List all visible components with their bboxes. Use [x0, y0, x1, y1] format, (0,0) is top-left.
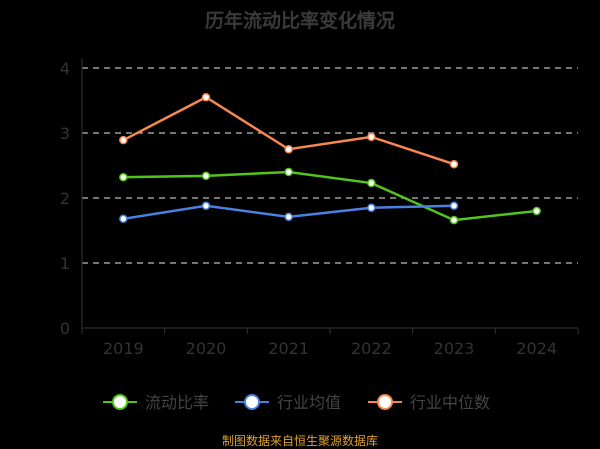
- data-point: [119, 135, 128, 145]
- legend-item: 行业中位数: [368, 393, 490, 412]
- x-tick-label: 2023: [434, 339, 475, 358]
- y-tick-label: 4: [60, 59, 70, 78]
- y-tick-label: 3: [60, 124, 70, 143]
- series-1: [119, 201, 459, 224]
- x-tick-label: 2020: [186, 339, 227, 358]
- series-2: [119, 93, 459, 169]
- y-tick-label: 2: [60, 189, 70, 208]
- data-point: [284, 145, 293, 154]
- legend-marker: [244, 394, 260, 410]
- x-tick-label: 2019: [103, 339, 144, 358]
- data-point: [449, 215, 459, 225]
- data-point: [367, 178, 376, 188]
- data-point: [119, 172, 128, 182]
- legend-label: 流动比率: [145, 393, 209, 412]
- series-0: [119, 167, 541, 225]
- data-point: [201, 201, 211, 211]
- x-tick-label: 2022: [351, 339, 392, 358]
- data-point: [367, 203, 376, 212]
- data-point: [201, 171, 211, 181]
- data-point: [367, 132, 376, 142]
- data-point: [201, 93, 211, 102]
- data-point: [449, 201, 459, 211]
- x-tick-label: 2021: [268, 339, 309, 358]
- data-point: [284, 167, 293, 177]
- data-point: [119, 214, 128, 224]
- data-point: [284, 212, 293, 222]
- series-line: [122, 95, 455, 166]
- y-tick-label: 0: [60, 319, 70, 338]
- data-point: [449, 159, 459, 169]
- legend-label: 行业中位数: [410, 393, 490, 412]
- legend-item: 行业均值: [235, 393, 341, 412]
- data-point: [532, 206, 541, 216]
- source-footer: 制图数据来自恒生聚源数据库: [221, 434, 378, 448]
- legend-marker: [377, 394, 393, 410]
- x-tick-label: 2024: [516, 339, 557, 358]
- y-tick-label: 1: [60, 254, 70, 273]
- series-line: [123, 170, 537, 222]
- legend-item: 流动比率: [103, 393, 209, 412]
- legend-label: 行业均值: [277, 393, 341, 412]
- chart-title: 历年流动比率变化情况: [204, 10, 395, 32]
- legend-marker: [112, 394, 128, 410]
